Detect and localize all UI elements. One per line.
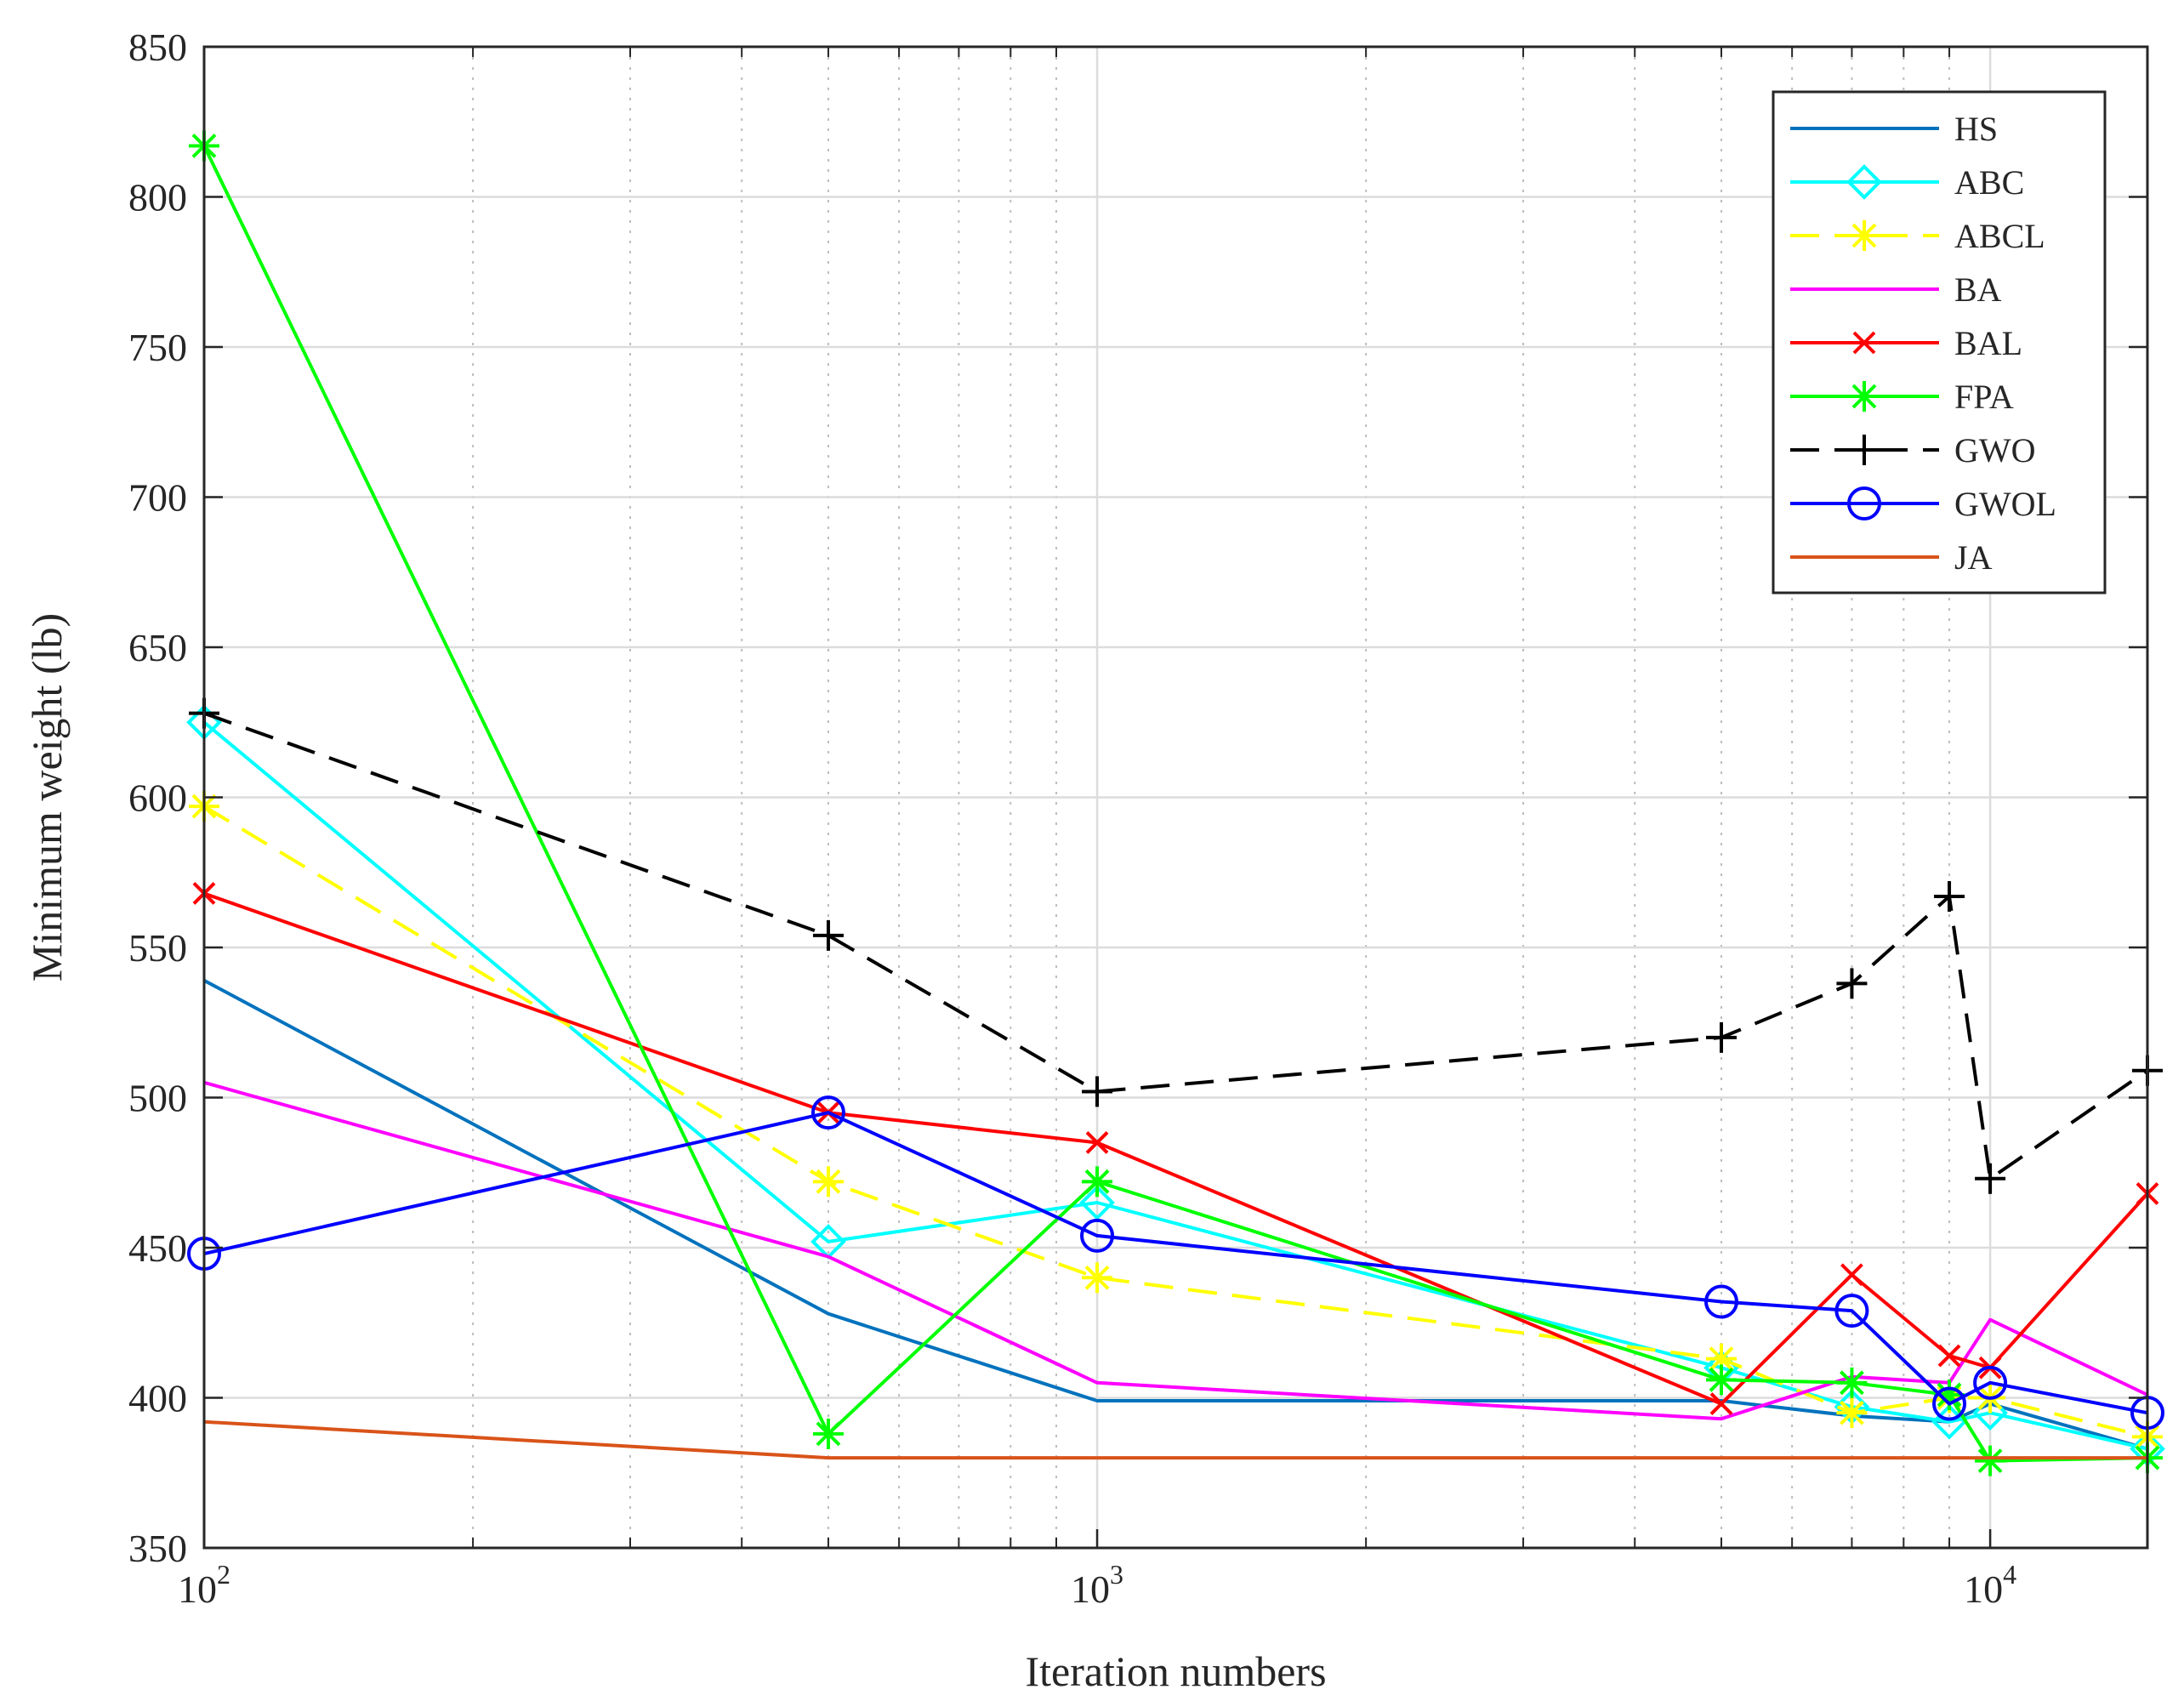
data-point-fpa: [1082, 1166, 1113, 1198]
data-point-gwo: [1934, 880, 1965, 912]
data-point-gwo: [1975, 1163, 2006, 1194]
legend-item-hs: HS: [1790, 110, 1998, 148]
legend-item-bal: BAL: [1790, 324, 2022, 362]
series-line-gwo: [203, 711, 2149, 1180]
data-point-fpa: [1975, 1445, 2006, 1476]
series-line-fpa: [202, 145, 2148, 1463]
legend-item-gwol: GWOL: [1790, 485, 2056, 523]
data-point-bal: [1709, 1392, 1733, 1415]
data-point-fpa: [812, 1418, 844, 1449]
x-tick-exponent: 3: [1110, 1559, 1123, 1590]
data-point-gwo: [1082, 1076, 1113, 1107]
legend-label: BAL: [1954, 324, 2022, 362]
x-tick-label: 104: [1964, 1559, 2016, 1611]
legend-item-ba: BA: [1790, 270, 2002, 309]
data-point-gwo: [1705, 1021, 1737, 1053]
x-tick-exponent: 4: [2003, 1559, 2016, 1590]
y-axis-label: Minimum weight (lb): [23, 613, 71, 981]
y-tick-label: 650: [128, 626, 187, 669]
legend-label: JA: [1954, 538, 1993, 577]
legend-marker: [1849, 435, 1880, 465]
data-point-gwol: [1973, 1365, 2008, 1400]
y-tick-label: 800: [128, 176, 187, 219]
series-line-ja: [203, 1419, 2147, 1460]
data-point-bal: [1085, 1131, 1109, 1154]
data-point-abcl: [812, 1166, 844, 1198]
data-point-gwo: [1836, 968, 1868, 999]
y-tick-label: 350: [128, 1527, 187, 1570]
legend-marker: [1852, 331, 1876, 355]
legend: HS ABC ABCL BA BAL FPA GWO GWOL JA: [1772, 90, 2107, 594]
legend-marker: [1847, 486, 1881, 521]
series-layer: [186, 130, 2165, 1476]
data-point-abc: [1079, 1185, 1115, 1220]
legend-label: GWO: [1954, 431, 2036, 469]
y-tick-label: 600: [128, 777, 187, 820]
data-point-gwo: [812, 919, 844, 951]
legend-item-abcl: ABCL: [1790, 217, 2045, 255]
legend-item-fpa: FPA: [1790, 378, 2014, 416]
data-point-abcl: [1836, 1397, 1868, 1429]
legend-label: HS: [1954, 110, 1998, 148]
series-line-bal: [203, 891, 2149, 1406]
legend-marker: [1849, 220, 1880, 251]
series-line-abc: [202, 720, 2148, 1451]
y-tick-label: 850: [128, 26, 187, 69]
y-tick-label: 450: [128, 1226, 187, 1270]
legend-label: ABC: [1954, 163, 2024, 202]
series-line-gwol: [203, 1111, 2148, 1415]
data-point-gwol: [1703, 1284, 1738, 1319]
data-point-bal: [1840, 1263, 1863, 1287]
legend-label: BA: [1954, 270, 2002, 309]
x-tick-exponent: 2: [217, 1559, 230, 1590]
data-point-gwol: [1932, 1386, 1967, 1421]
data-point-gwol: [810, 1095, 845, 1130]
x-tick-label: 102: [178, 1559, 230, 1611]
data-point-gwol: [1834, 1294, 1869, 1328]
y-tick-label: 700: [128, 476, 187, 520]
data-point-fpa: [1836, 1367, 1868, 1398]
legend-item-abc: ABC: [1790, 163, 2024, 202]
data-point-abcl: [1082, 1262, 1113, 1294]
data-point-bal: [1937, 1344, 1961, 1368]
data-point-fpa: [1705, 1364, 1737, 1396]
y-tick-label: 550: [128, 926, 187, 970]
legend-marker: [1849, 381, 1880, 412]
data-point-gwol: [1080, 1218, 1115, 1253]
series-line-ba: [203, 1080, 2148, 1421]
legend-label: ABCL: [1954, 217, 2045, 255]
legend-label: FPA: [1954, 378, 2014, 416]
y-tick-label: 750: [128, 326, 187, 369]
legend-item-ja: JA: [1790, 538, 1993, 577]
series-line-abcl: [202, 805, 2148, 1439]
y-tick-label: 400: [128, 1377, 187, 1420]
x-tick-label: 103: [1071, 1559, 1123, 1611]
legend-item-gwo: GWO: [1790, 431, 2036, 469]
legend-marker: [1846, 164, 1882, 200]
legend-label: GWOL: [1954, 485, 2056, 523]
x-axis-label: Iteration numbers: [1025, 1647, 1326, 1695]
y-tick-label: 500: [128, 1077, 187, 1120]
